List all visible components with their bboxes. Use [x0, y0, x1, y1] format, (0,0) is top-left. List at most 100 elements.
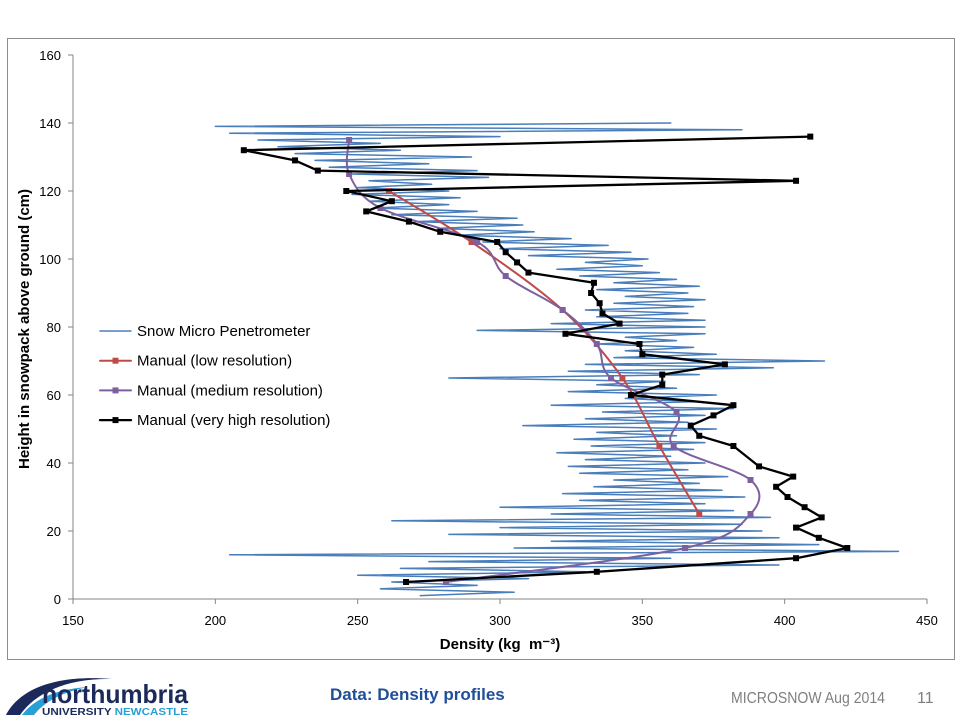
logo-swoosh-light-blue: [22, 687, 88, 715]
marker-manual-medium-resolution: [346, 171, 353, 177]
legend-item-manual-very-high-resolution: Manual (very high resolution): [98, 412, 330, 429]
marker-manual-medium-resolution: [593, 341, 600, 347]
marker-manual-medium-resolution: [747, 511, 754, 517]
marker-manual-very-high-resolution: [593, 568, 600, 575]
marker-manual-very-high-resolution: [793, 177, 800, 184]
marker-manual-medium-resolution: [608, 375, 615, 381]
series-snow-micro-penetrometer: [214, 122, 900, 597]
legend-label: Manual (low resolution): [137, 353, 292, 370]
marker-manual-very-high-resolution: [710, 412, 717, 419]
marker-manual-very-high-resolution: [514, 259, 521, 266]
axes: 0 20 40 60 80 100 120 140 160 150 200 250 300 350 400 4…: [39, 48, 938, 628]
logo-university: UNIVERSITY: [42, 707, 112, 718]
marker-manual-medium-resolution: [670, 443, 677, 449]
marker-manual-very-high-resolution: [659, 371, 666, 378]
series-line-snow-micro-penetrometer: [214, 122, 900, 597]
y-tick-label: 60: [47, 388, 61, 403]
x-tick-label: 300: [489, 613, 511, 628]
marker-manual-very-high-resolution: [596, 300, 603, 307]
legend: Snow Micro Penetrometer Manual (low resol…: [98, 323, 330, 429]
marker-manual-very-high-resolution: [801, 504, 808, 511]
legend-label: Manual (medium resolution): [137, 382, 323, 399]
marker-manual-low-resolution: [468, 239, 475, 245]
marker-manual-very-high-resolution: [240, 147, 247, 154]
marker-manual-very-high-resolution: [721, 361, 728, 368]
legend-item-manual-low-resolution: Manual (low resolution): [99, 353, 292, 370]
marker-manual-very-high-resolution: [807, 133, 814, 140]
legend-item-snow-micro-penetrometer: Snow Micro Penetrometer: [99, 323, 310, 340]
y-tick-label: 120: [39, 184, 61, 199]
logo-city: NEWCASTLE: [115, 707, 189, 718]
marker-manual-very-high-resolution: [562, 330, 569, 337]
legend-label: Manual (very high resolution): [137, 412, 330, 429]
x-tick-label: 350: [631, 613, 653, 628]
y-tick-label: 80: [47, 320, 61, 335]
marker-manual-very-high-resolution: [773, 483, 780, 490]
x-tick-label: 200: [204, 613, 226, 628]
y-tick-label: 20: [47, 524, 61, 539]
marker-manual-very-high-resolution: [405, 218, 412, 225]
northumbria-logo: northumbria UNIVERSITY NEWCASTLE: [6, 678, 189, 718]
marker-manual-very-high-resolution: [696, 432, 703, 439]
y-tick-label: 40: [47, 456, 61, 471]
y-tick-label: 0: [54, 592, 61, 607]
legend-marker-manual-low-resolution: [112, 357, 119, 364]
density-profile-chart: 0 20 40 60 80 100 120 140 160 150 200 250 300 350 400 4…: [16, 48, 938, 653]
marker-manual-very-high-resolution: [687, 422, 694, 429]
marker-manual-very-high-resolution: [730, 443, 737, 449]
series-manual-medium-resolution: [345, 137, 761, 585]
marker-manual-medium-resolution: [502, 273, 509, 279]
logo-subtitle: UNIVERSITY NEWCASTLE: [42, 707, 188, 718]
x-tick-label: 150: [62, 613, 84, 628]
logo-wordmark: northumbria: [42, 679, 189, 709]
marker-manual-very-high-resolution: [403, 579, 410, 585]
legend-marker-manual-very-high-resolution: [112, 417, 119, 424]
marker-manual-medium-resolution: [442, 579, 449, 585]
marker-manual-very-high-resolution: [343, 188, 350, 194]
marker-manual-very-high-resolution: [790, 473, 797, 480]
marker-manual-very-high-resolution: [388, 198, 395, 205]
legend-label: Snow Micro Penetrometer: [137, 323, 310, 340]
marker-manual-very-high-resolution: [292, 157, 299, 164]
y-tick-label: 160: [39, 48, 61, 63]
marker-manual-very-high-resolution: [818, 514, 825, 521]
marker-manual-medium-resolution: [474, 239, 481, 245]
marker-manual-medium-resolution: [673, 409, 680, 415]
marker-manual-very-high-resolution: [599, 310, 606, 317]
marker-manual-very-high-resolution: [756, 463, 763, 470]
series-manual-very-high-resolution: [240, 133, 851, 585]
y-tick-label: 100: [39, 252, 61, 267]
marker-manual-medium-resolution: [747, 477, 754, 483]
slide-footer: northumbria UNIVERSITY NEWCASTLE Data: D…: [6, 678, 934, 718]
marker-manual-very-high-resolution: [639, 351, 646, 358]
legend-marker-manual-medium-resolution: [112, 387, 119, 394]
marker-manual-very-high-resolution: [616, 320, 623, 327]
marker-manual-very-high-resolution: [525, 269, 532, 276]
plot-series: [214, 122, 900, 597]
marker-manual-medium-resolution: [682, 545, 689, 551]
marker-manual-very-high-resolution: [793, 524, 800, 531]
marker-manual-very-high-resolution: [659, 381, 666, 388]
marker-manual-very-high-resolution: [494, 239, 501, 245]
marker-manual-very-high-resolution: [815, 534, 822, 541]
marker-manual-medium-resolution: [346, 137, 353, 143]
marker-manual-very-high-resolution: [627, 392, 634, 398]
logo-swoosh-navy: [6, 678, 112, 715]
legend-item-manual-medium-resolution: Manual (medium resolution): [99, 382, 323, 399]
page-number: 11: [917, 690, 934, 707]
marker-manual-medium-resolution: [377, 205, 384, 211]
y-tick-label: 140: [39, 116, 61, 131]
marker-manual-very-high-resolution: [793, 555, 800, 562]
marker-manual-very-high-resolution: [844, 545, 851, 551]
marker-manual-very-high-resolution: [588, 290, 595, 296]
marker-manual-very-high-resolution: [502, 249, 509, 256]
marker-manual-very-high-resolution: [437, 228, 444, 235]
marker-manual-low-resolution: [619, 375, 626, 381]
y-axis-title: Height in snowpack above ground (cm): [16, 189, 33, 469]
marker-manual-very-high-resolution: [784, 494, 791, 500]
marker-manual-very-high-resolution: [636, 341, 643, 347]
marker-manual-very-high-resolution: [730, 402, 737, 409]
footer-event-label: MICROSNOW Aug 2014: [731, 690, 885, 707]
x-tick-label: 250: [347, 613, 369, 628]
